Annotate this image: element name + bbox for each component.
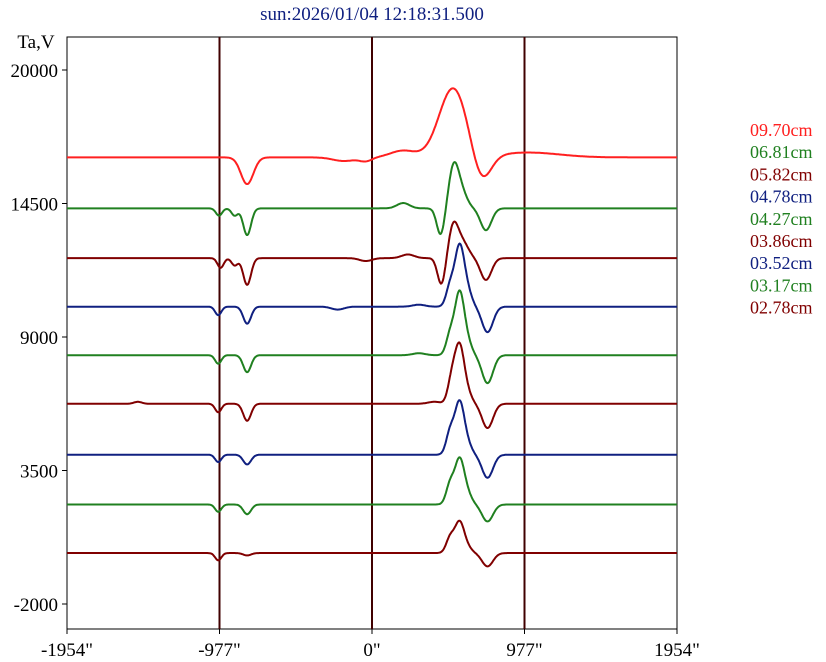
x-tick-labels: -1954" -977" 0" 977" 1954"	[41, 629, 700, 661]
y-tick-label: -2000	[14, 595, 58, 616]
legend-item: 04.27cm	[750, 209, 813, 229]
legend-item: 03.86cm	[750, 231, 813, 251]
series-line-04.78cm	[67, 242, 677, 334]
legend-item: 04.78cm	[750, 187, 813, 207]
series-line-09.70cm	[67, 87, 677, 185]
vertical-markers	[218, 37, 526, 629]
legend-item: 02.78cm	[750, 298, 813, 318]
chart-title: sun:2026/01/04 12:18:31.500	[260, 4, 484, 25]
series-line-06.81cm	[67, 161, 677, 236]
series-line-02.78cm	[67, 519, 677, 568]
y-axis-label: Ta,V	[17, 32, 54, 53]
series-lines	[67, 87, 677, 568]
legend-item: 03.52cm	[750, 253, 813, 273]
y-tick-label: 20000	[11, 61, 59, 82]
series-line-03.17cm	[67, 456, 677, 523]
x-tick-label: -977"	[198, 640, 241, 661]
x-tick-label: 1954"	[654, 640, 700, 661]
x-tick-label: -1954"	[41, 640, 93, 661]
y-tick-label: 14500	[11, 195, 59, 216]
y-tick-label: 9000	[20, 328, 58, 349]
series-line-03.86cm	[67, 341, 677, 429]
legend-item: 03.17cm	[750, 275, 813, 295]
series-line-05.82cm	[67, 220, 677, 286]
legend-item: 06.81cm	[750, 142, 813, 162]
legend-item: 09.70cm	[750, 120, 813, 140]
x-tick-label: 0"	[363, 640, 380, 661]
y-tick-labels: 20000 14500 9000 3500 -2000	[11, 61, 67, 616]
series-line-04.27cm	[67, 289, 677, 385]
legend-item: 05.82cm	[750, 164, 813, 184]
series-line-03.52cm	[67, 399, 677, 479]
y-tick-label: 3500	[20, 462, 58, 483]
x-tick-label: 977"	[506, 640, 542, 661]
